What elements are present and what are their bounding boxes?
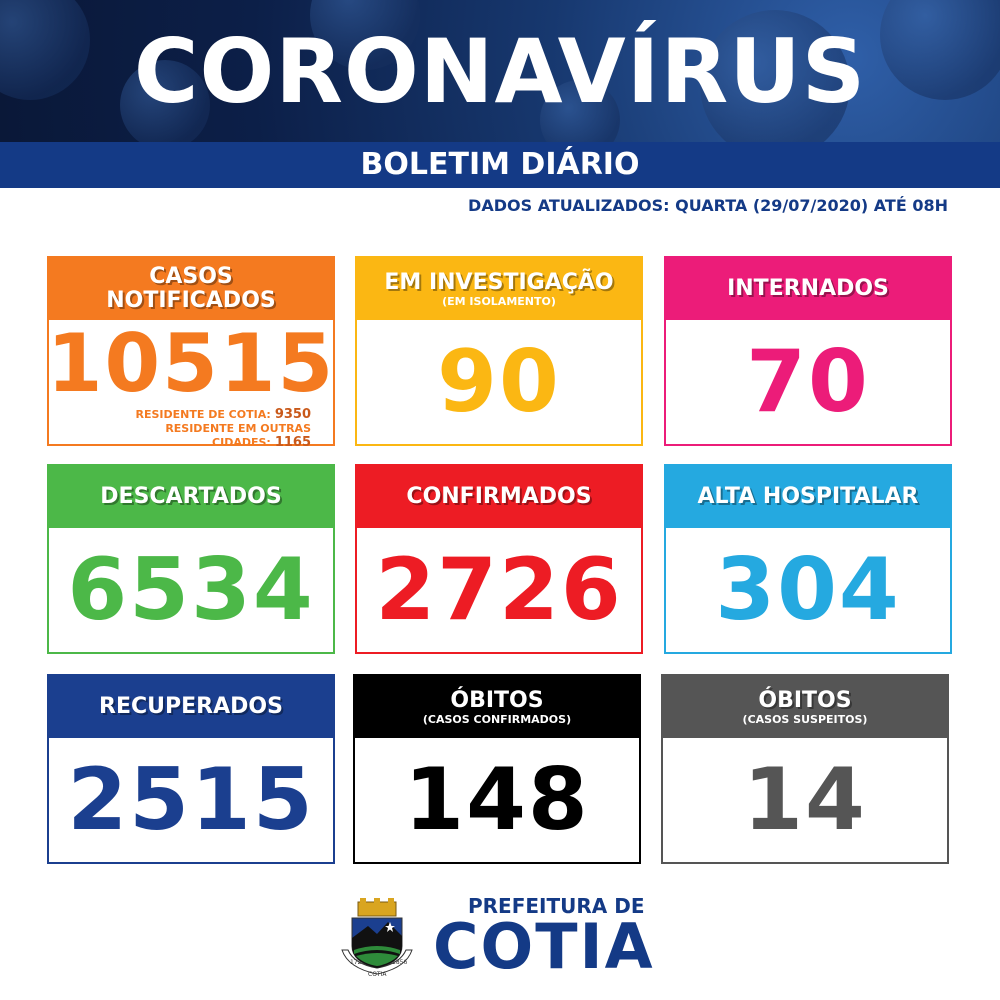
cotia-crest-icon: 1723 1856 COTIA bbox=[341, 898, 413, 978]
card-alta-value: 304 bbox=[715, 540, 901, 640]
card-obitos-confirmados: ÓBITOS (CASOS CONFIRMADOS) 148 bbox=[353, 674, 641, 864]
card-recuperados-title: RECUPERADOS bbox=[99, 694, 283, 719]
card-recuperados-value: 2515 bbox=[67, 750, 315, 850]
card-obitos-suspeitos-sub: (CASOS SUSPEITOS) bbox=[742, 712, 868, 726]
card-confirmados-title: CONFIRMADOS bbox=[406, 484, 592, 509]
card-investigacao-header: EM INVESTIGAÇÃO (EM ISOLAMENTO) bbox=[357, 258, 641, 320]
header-banner: CORONAVÍRUS bbox=[0, 0, 1000, 142]
resident-other-value: 1165 bbox=[274, 435, 311, 450]
crest-name: COTIA bbox=[368, 971, 387, 978]
card-notificados-title: CASOS NOTIFICADOS bbox=[106, 264, 276, 313]
card-alta-header: ALTA HOSPITALAR bbox=[666, 466, 950, 528]
card-descartados-title: DESCARTADOS bbox=[100, 484, 282, 509]
card-obitos-confirmados-header: ÓBITOS (CASOS CONFIRMADOS) bbox=[355, 676, 639, 738]
page-title: CORONAVÍRUS bbox=[133, 20, 867, 123]
card-obitos-confirmados-title: ÓBITOS bbox=[450, 687, 544, 713]
card-notificados: CASOS NOTIFICADOS 10515 RESIDENTE DE COT… bbox=[46, 256, 336, 450]
bulletin-subtitle: BOLETIM DIÁRIO bbox=[0, 142, 1000, 188]
updated-date: DADOS ATUALIZADOS: QUARTA (29/07/2020) A… bbox=[468, 196, 948, 215]
card-obitos-suspeitos-title: ÓBITOS bbox=[758, 687, 852, 713]
card-alta-title: ALTA HOSPITALAR bbox=[697, 484, 919, 509]
crest-year-left: 1723 bbox=[350, 959, 365, 966]
card-internados: INTERNADOS 70 bbox=[664, 256, 952, 446]
crest-year-right: 1856 bbox=[392, 959, 407, 966]
card-confirmados-value: 2726 bbox=[375, 540, 623, 640]
card-notificados-header: CASOS NOTIFICADOS bbox=[49, 258, 333, 320]
card-alta: ALTA HOSPITALAR 304 bbox=[664, 464, 952, 654]
resident-other: RESIDENTE EM OUTRAS CIDADES: 1165 bbox=[71, 422, 311, 450]
resident-cotia: RESIDENTE DE COTIA: 9350 bbox=[71, 407, 312, 422]
card-obitos-suspeitos-header: ÓBITOS (CASOS SUSPEITOS) bbox=[663, 676, 947, 738]
card-investigacao-value: 90 bbox=[437, 332, 561, 432]
card-descartados: DESCARTADOS 6534 bbox=[47, 464, 335, 654]
card-confirmados-header: CONFIRMADOS bbox=[357, 466, 641, 528]
card-recuperados-header: RECUPERADOS bbox=[49, 676, 333, 738]
card-obitos-suspeitos: ÓBITOS (CASOS SUSPEITOS) 14 bbox=[661, 674, 949, 864]
card-confirmados: CONFIRMADOS 2726 bbox=[355, 464, 643, 654]
prefeitura-label: PREFEITURA DE bbox=[468, 894, 645, 918]
card-descartados-header: DESCARTADOS bbox=[49, 466, 333, 528]
resident-cotia-value: 9350 bbox=[274, 407, 311, 422]
card-obitos-confirmados-sub: (CASOS CONFIRMADOS) bbox=[422, 712, 572, 726]
card-obitos-suspeitos-value: 14 bbox=[743, 750, 867, 850]
resident-other-label: RESIDENTE EM OUTRAS CIDADES: bbox=[165, 422, 311, 449]
card-obitos-confirmados-value: 148 bbox=[404, 750, 590, 850]
card-recuperados: RECUPERADOS 2515 bbox=[47, 674, 335, 864]
card-investigacao: EM INVESTIGAÇÃO (EM ISOLAMENTO) 90 bbox=[355, 256, 643, 446]
card-investigacao-title: EM INVESTIGAÇÃO bbox=[384, 269, 614, 295]
card-internados-title: INTERNADOS bbox=[727, 276, 889, 301]
card-notificados-value: 10515 bbox=[46, 317, 336, 410]
card-descartados-value: 6534 bbox=[67, 540, 315, 640]
city-name: COTIA bbox=[433, 910, 655, 983]
card-internados-header: INTERNADOS bbox=[666, 258, 950, 320]
footer: 1723 1856 COTIA PREFEITURA DE COTIA bbox=[0, 890, 1000, 990]
card-investigacao-sub: (EM ISOLAMENTO) bbox=[442, 294, 556, 308]
resident-cotia-label: RESIDENTE DE COTIA: bbox=[135, 408, 271, 421]
card-internados-value: 70 bbox=[746, 332, 870, 432]
